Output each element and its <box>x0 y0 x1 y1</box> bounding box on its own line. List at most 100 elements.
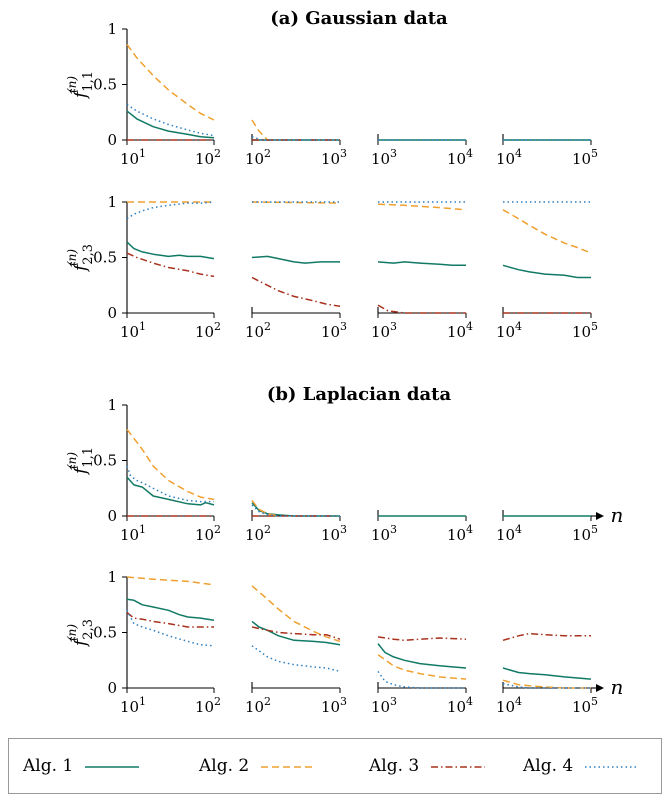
panel-1: 101 102 <box>120 428 221 544</box>
series-line-alg2 <box>502 679 591 689</box>
y-axis-label-main: f̂ <box>70 261 91 273</box>
x-tick-label-base: 10 <box>120 150 139 168</box>
panel-3: 103 104 <box>371 201 473 341</box>
legend-swatch-alg4 <box>585 765 640 768</box>
x-tick-label-exp: 3 <box>340 523 347 536</box>
y-axis-label: f̂2,3(n) <box>65 244 96 273</box>
series-line-alg2 <box>377 654 467 680</box>
x-tick-label: 103 <box>321 320 347 341</box>
x-tick-label-base: 10 <box>496 323 515 341</box>
y-axis-label: f̂2,3(n) <box>65 619 96 648</box>
x-tick-label: 103 <box>321 523 347 544</box>
x-tick-label: 103 <box>321 147 347 168</box>
panel-2: 102 103 <box>245 500 347 544</box>
x-tick-label: 103 <box>371 147 397 168</box>
legend-item-alg2: Alg. 2 <box>199 756 317 776</box>
x-tick-label: 102 <box>245 695 271 716</box>
y-tick-label: 0 <box>107 507 117 525</box>
x-tick-label-base: 10 <box>371 323 390 341</box>
x-tick-label-base: 10 <box>195 698 214 716</box>
series-line-alg3 <box>377 304 466 314</box>
x-tick-label-exp: 5 <box>591 695 598 708</box>
series-line-alg1 <box>377 261 466 267</box>
panel-3: 103 104 <box>371 510 473 544</box>
x-tick-label-exp: 3 <box>390 523 397 536</box>
y-tick-label: 0.5 <box>93 76 117 94</box>
y-tick-label: 0 <box>107 304 117 322</box>
x-tick-label-exp: 4 <box>515 695 522 708</box>
y-axis-label-main: f̂ <box>70 464 91 476</box>
x-tick-label-base: 10 <box>447 526 466 544</box>
x-axis-arrow-head <box>596 512 604 520</box>
x-tick-label: 102 <box>195 147 221 168</box>
y-tick-label: 1 <box>107 20 117 38</box>
y-tick-label: 1 <box>107 396 117 414</box>
x-tick-label-base: 10 <box>195 526 214 544</box>
legend-label-alg3: Alg. 3 <box>369 756 420 776</box>
x-tick-label: 102 <box>195 523 221 544</box>
x-tick-label-exp: 4 <box>466 523 473 536</box>
panel-1: 101 102 <box>120 201 221 341</box>
x-tick-label-base: 10 <box>496 526 515 544</box>
x-tick-label-exp: 2 <box>264 147 271 160</box>
x-tick-label-base: 10 <box>321 698 340 716</box>
x-tick-label: 101 <box>120 695 146 716</box>
series-line-alg1 <box>126 598 215 622</box>
y-axis-label-main: f̂ <box>70 636 91 648</box>
subplot-title: (b) Laplacian data <box>267 384 452 405</box>
x-tick-label: 103 <box>321 695 347 716</box>
series-line-alg1 <box>126 110 215 139</box>
y-axis-label-sup: (n) <box>65 452 79 469</box>
x-tick-label-base: 10 <box>496 698 515 716</box>
y-tick-label: 0 <box>107 131 117 149</box>
x-tick-label-exp: 4 <box>515 320 522 333</box>
x-tick-label: 102 <box>195 695 221 716</box>
panel-2: 102 103 <box>245 119 347 168</box>
y-axis-label-sub: 1,1 <box>81 447 96 468</box>
series-line-alg3 <box>251 626 341 640</box>
y-axis-label-sup: (n) <box>65 624 79 641</box>
x-tick-label-exp: 4 <box>466 695 473 708</box>
x-tick-label-base: 10 <box>371 150 390 168</box>
x-tick-label-base: 10 <box>120 698 139 716</box>
x-tick-label-exp: 3 <box>390 695 397 708</box>
x-tick-label: 105 <box>572 320 598 341</box>
series-line-alg2 <box>126 44 215 121</box>
x-tick-label-base: 10 <box>447 323 466 341</box>
series-line-alg4 <box>251 645 341 673</box>
series-line-alg2 <box>126 428 215 501</box>
x-tick-label: 103 <box>371 695 397 716</box>
x-tick-label-base: 10 <box>321 323 340 341</box>
series-line-alg4 <box>377 670 466 689</box>
x-tick-label-exp: 1 <box>139 320 146 333</box>
x-tick-label-exp: 2 <box>214 695 221 708</box>
legend-swatch-alg1 <box>85 765 140 768</box>
panel-4: 104 105 <box>496 510 598 544</box>
panel-4: 104 105 <box>496 134 598 168</box>
x-tick-label-exp: 5 <box>591 147 598 160</box>
y-axis-label-main: f̂ <box>70 88 91 100</box>
series-line-alg2 <box>126 576 215 586</box>
legend-item-alg3: Alg. 3 <box>369 756 487 776</box>
y-tick-label: 0.5 <box>93 249 117 267</box>
series-line-alg2 <box>502 209 592 254</box>
y-axis-label-sub: 1,1 <box>81 71 96 92</box>
y-axis-label-sub: 2,3 <box>81 244 96 265</box>
x-tick-label: 103 <box>371 523 397 544</box>
y-tick-label: 0 <box>107 679 117 697</box>
x-tick-label: 102 <box>245 523 271 544</box>
x-tick-label-exp: 2 <box>214 147 221 160</box>
x-tick-label-base: 10 <box>120 526 139 544</box>
series-line-alg2 <box>377 203 467 211</box>
series-line-alg4 <box>126 465 214 503</box>
x-tick-label-base: 10 <box>321 526 340 544</box>
panel-3: 103 104 <box>371 134 473 168</box>
x-tick-label-base: 10 <box>245 323 264 341</box>
series-line-alg2 <box>251 500 279 517</box>
series-line-alg1 <box>502 264 591 279</box>
